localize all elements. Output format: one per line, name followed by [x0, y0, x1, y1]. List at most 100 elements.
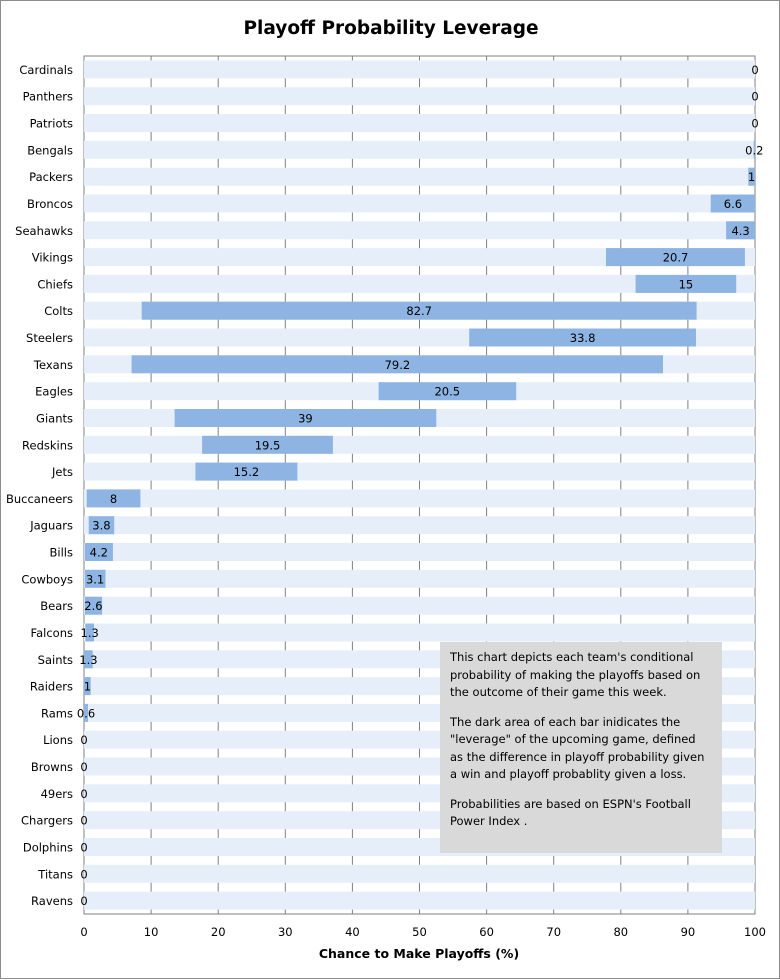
team-label: Cardinals: [19, 63, 73, 77]
x-tick-label: 50: [412, 925, 427, 939]
leverage-bar: [84, 650, 93, 669]
range-bar: [84, 462, 755, 481]
leverage-bar: [84, 677, 91, 696]
data-label: 0: [751, 63, 758, 77]
data-label: 1: [84, 680, 91, 694]
data-label: 4.3: [731, 224, 749, 238]
data-label: 8: [110, 492, 117, 506]
leverage-bar: [469, 328, 696, 347]
leverage-bar: [141, 301, 697, 320]
team-label: Eagles: [35, 385, 73, 399]
data-label: 3.8: [92, 519, 110, 533]
leverage-bar: [195, 462, 298, 481]
leverage-bar: [131, 355, 664, 374]
data-label: 82.7: [406, 304, 432, 318]
range-bar: [84, 623, 755, 642]
team-label: Bills: [50, 546, 73, 560]
range-bar: [84, 435, 755, 454]
range-bar: [84, 87, 755, 106]
data-label: 0: [80, 867, 87, 881]
annotation-paragraph-2: The dark area of each bar inidicates the…: [450, 714, 705, 782]
team-label: Lions: [43, 733, 73, 747]
team-label: Texans: [33, 358, 73, 372]
leverage-bar: [174, 409, 437, 427]
range-bar: [84, 891, 755, 910]
data-label: 20.5: [434, 385, 460, 399]
annotation-box: This chart depicts each team's condition…: [440, 642, 722, 853]
team-label: Steelers: [26, 331, 73, 345]
team-label: Vikings: [32, 251, 73, 265]
range-bar: [84, 167, 755, 186]
plot-area-border: [83, 55, 756, 915]
data-label: 39: [298, 412, 313, 426]
data-label: 0: [80, 894, 87, 908]
annotation-paragraph-1: This chart depicts each team's condition…: [450, 650, 701, 699]
range-bar: [84, 274, 755, 293]
range-bar: [84, 864, 755, 883]
team-labels: Cardinals Panthers Patriots Bengals Packers B…: [6, 63, 73, 908]
data-label: 0: [751, 117, 758, 131]
x-tick-label: 90: [681, 925, 696, 939]
x-tick-label: 40: [345, 925, 360, 939]
team-label: Bengals: [27, 143, 73, 157]
range-bar: [84, 221, 755, 240]
team-label: Buccaneers: [6, 492, 73, 506]
data-label: 1.3: [79, 653, 97, 667]
data-label: 1.3: [81, 626, 99, 640]
x-tick-label: 100: [744, 925, 766, 939]
team-label: Colts: [44, 304, 73, 318]
data-label: 33.8: [570, 331, 596, 345]
team-label: Saints: [38, 653, 73, 667]
team-label: Raiders: [30, 680, 73, 694]
data-label: 0: [751, 90, 758, 104]
data-label: 0: [80, 841, 87, 855]
data-label: 0: [80, 760, 87, 774]
range-bar: [84, 114, 755, 132]
data-label: 6.6: [724, 197, 742, 211]
team-label: Broncos: [27, 197, 73, 211]
x-tick-label: 10: [144, 925, 159, 939]
range-bar: [84, 596, 755, 615]
x-axis-title: Chance to Make Playoffs (%): [319, 946, 519, 961]
x-tick-label: 70: [546, 925, 561, 939]
range-bar: [84, 569, 755, 588]
x-tick-label: 80: [613, 925, 628, 939]
team-label: Patriots: [30, 117, 73, 131]
team-label: 49ers: [41, 787, 73, 801]
leverage-bar: [606, 248, 745, 267]
range-bar: [84, 248, 755, 267]
chart-title: Playoff Probability Leverage: [243, 18, 538, 39]
range-bar: [84, 543, 755, 561]
team-label: Falcons: [31, 626, 73, 640]
leverage-bar: [84, 596, 103, 615]
team-label: Panthers: [23, 90, 73, 104]
leverage-bar: [753, 140, 755, 159]
range-bar: [84, 194, 755, 213]
leverage-bar: [84, 569, 106, 588]
data-label: 0: [80, 814, 87, 828]
x-tick-label: 0: [80, 925, 87, 939]
team-label: Giants: [36, 412, 73, 426]
range-bar: [84, 489, 755, 508]
leverage-bar: [84, 543, 113, 561]
leverage-bar: [378, 382, 517, 401]
data-label: 1: [748, 170, 755, 184]
data-label: 0.6: [77, 706, 95, 720]
data-labels: 0 0 0 0.2 1 6.6 4.3 20.7 15 82.7 33.8 79.2 20.5 39 19.…: [77, 63, 764, 908]
team-label: Jets: [51, 465, 73, 479]
team-label: Titans: [37, 867, 73, 881]
team-label: Chargers: [21, 814, 73, 828]
data-label: 15: [679, 277, 694, 291]
data-label: 3.1: [86, 572, 104, 586]
data-label: 0.2: [745, 143, 763, 157]
range-bar: [84, 140, 755, 159]
leverage-bar: [84, 703, 88, 722]
team-label: Ravens: [31, 894, 73, 908]
range-bar: [84, 516, 755, 535]
leverage-bar: [85, 623, 94, 642]
x-tick-labels: 0 10 20 30 40 50 60 70 80 90 100: [80, 925, 766, 939]
leverage-bar: [86, 489, 141, 508]
team-label: Cowboys: [21, 572, 73, 586]
data-label: 2.6: [84, 599, 102, 613]
team-label: Bears: [40, 599, 73, 613]
